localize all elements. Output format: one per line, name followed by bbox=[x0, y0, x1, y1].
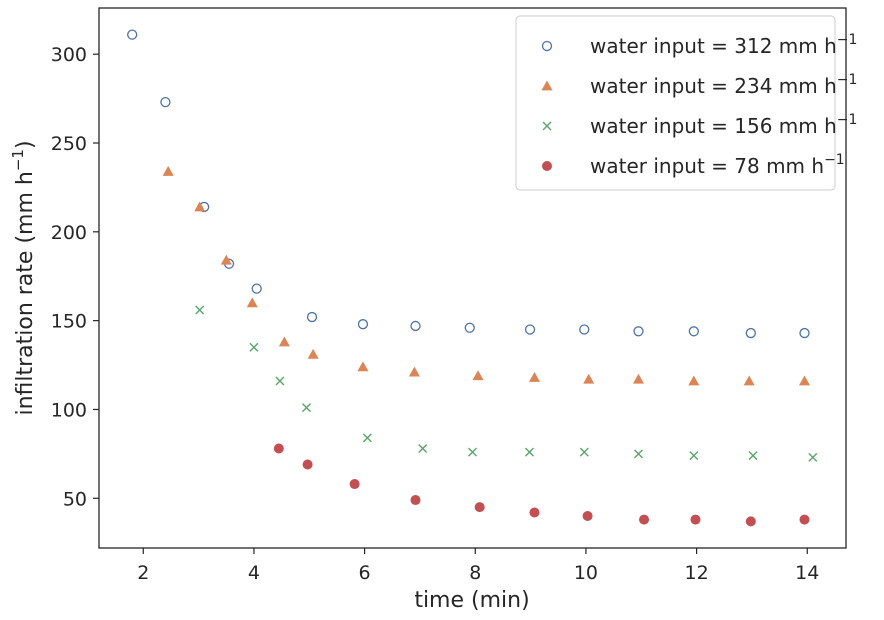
data-point bbox=[524, 447, 534, 457]
legend-entry-label: water input = 156 mm h bbox=[590, 114, 837, 138]
y-tick-label: 250 bbox=[51, 133, 87, 155]
x-axis: 2 4 6 8 10 12 14 bbox=[137, 548, 819, 584]
data-point bbox=[302, 459, 313, 470]
data-point bbox=[410, 320, 421, 332]
y-axis: 50 100 150 200 250 300 bbox=[51, 44, 99, 510]
data-point bbox=[464, 322, 475, 333]
series-2 bbox=[195, 305, 818, 462]
y-tick-label: 50 bbox=[63, 488, 87, 510]
y-axis-label-close: ) bbox=[13, 140, 38, 149]
data-point bbox=[349, 479, 360, 490]
data-point bbox=[357, 319, 369, 330]
x-tick-label: 12 bbox=[685, 562, 709, 584]
data-point bbox=[251, 283, 262, 294]
data-point bbox=[799, 514, 810, 525]
y-axis-label-sup: −1 bbox=[9, 149, 27, 171]
data-point bbox=[639, 514, 650, 525]
series-1 bbox=[162, 165, 810, 386]
y-axis-label-group: infiltration rate (mm h−1) bbox=[9, 140, 38, 415]
y-tick-label: 150 bbox=[51, 311, 87, 333]
data-point bbox=[418, 444, 428, 454]
data-points bbox=[127, 29, 818, 527]
data-point bbox=[306, 311, 318, 323]
legend-entry-sup: −1 bbox=[837, 32, 858, 48]
data-point bbox=[745, 327, 756, 339]
data-point bbox=[579, 447, 589, 457]
legend-entry-sup: −1 bbox=[837, 72, 858, 88]
data-point bbox=[410, 495, 421, 506]
x-tick-label: 10 bbox=[574, 562, 598, 584]
data-point bbox=[745, 516, 756, 527]
data-point bbox=[273, 443, 284, 454]
data-point bbox=[579, 324, 590, 335]
data-point bbox=[249, 342, 259, 352]
legend-entry-label: water input = 312 mm h bbox=[590, 34, 837, 58]
data-point bbox=[302, 403, 311, 413]
y-tick-label: 300 bbox=[51, 44, 87, 66]
x-tick-label: 8 bbox=[469, 562, 481, 584]
data-point bbox=[689, 451, 699, 461]
legend-marker bbox=[542, 161, 552, 171]
data-point bbox=[127, 29, 138, 40]
data-point bbox=[362, 433, 372, 443]
data-point bbox=[220, 254, 232, 265]
y-axis-label-main: infiltration rate (mm h bbox=[13, 171, 38, 415]
x-tick-label: 14 bbox=[795, 562, 819, 584]
legend-box bbox=[515, 15, 836, 191]
data-point bbox=[472, 370, 484, 381]
data-point bbox=[808, 452, 818, 462]
data-point bbox=[474, 502, 485, 513]
data-point bbox=[582, 511, 593, 522]
series-3 bbox=[273, 443, 810, 527]
series-0 bbox=[127, 29, 810, 339]
legend-marker bbox=[542, 121, 552, 131]
data-point bbox=[688, 326, 699, 337]
legend-entry-label: water input = 234 mm h bbox=[590, 74, 837, 98]
data-point bbox=[529, 507, 540, 518]
x-tick-label: 4 bbox=[248, 562, 260, 584]
data-point bbox=[748, 451, 758, 461]
plot-frame bbox=[98, 7, 847, 549]
data-point bbox=[528, 371, 540, 382]
y-tick-label: 200 bbox=[51, 222, 87, 244]
data-point bbox=[278, 336, 290, 347]
data-point bbox=[468, 447, 477, 457]
x-tick-label: 6 bbox=[359, 562, 371, 584]
data-point bbox=[408, 366, 420, 377]
data-point bbox=[357, 361, 369, 372]
data-point bbox=[162, 165, 174, 176]
data-point bbox=[160, 96, 171, 108]
data-point bbox=[634, 449, 643, 459]
data-point bbox=[743, 375, 755, 386]
legend-marker bbox=[541, 80, 553, 91]
data-point bbox=[194, 201, 206, 212]
data-point bbox=[633, 326, 644, 337]
legend-entry-sup: −1 bbox=[824, 152, 845, 168]
y-axis-label: infiltration rate (mm h−1) bbox=[9, 140, 38, 415]
x-axis-label: time (min) bbox=[414, 588, 529, 613]
data-point bbox=[275, 376, 285, 386]
legend-entry-label: water input = 78 mm h bbox=[590, 154, 824, 178]
legend-marker bbox=[541, 40, 553, 52]
data-point bbox=[246, 297, 258, 308]
legend-entry-sup: −1 bbox=[837, 112, 858, 128]
data-point bbox=[195, 305, 205, 315]
data-point bbox=[583, 373, 595, 384]
data-point bbox=[524, 324, 536, 335]
data-point bbox=[307, 348, 319, 359]
legend-entry: water input = 156 mm h−1 bbox=[590, 112, 857, 138]
legend-entry: water input = 78 mm h−1 bbox=[590, 152, 845, 178]
data-point bbox=[688, 375, 700, 386]
x-tick-label: 2 bbox=[137, 562, 149, 584]
legend-entry: water input = 234 mm h−1 bbox=[590, 72, 857, 98]
data-point bbox=[633, 373, 644, 384]
legend-entry: water input = 312 mm h−1 bbox=[590, 32, 857, 58]
y-tick-label: 100 bbox=[51, 399, 87, 421]
data-point bbox=[799, 327, 810, 339]
data-point bbox=[799, 375, 810, 386]
data-point bbox=[690, 514, 701, 525]
